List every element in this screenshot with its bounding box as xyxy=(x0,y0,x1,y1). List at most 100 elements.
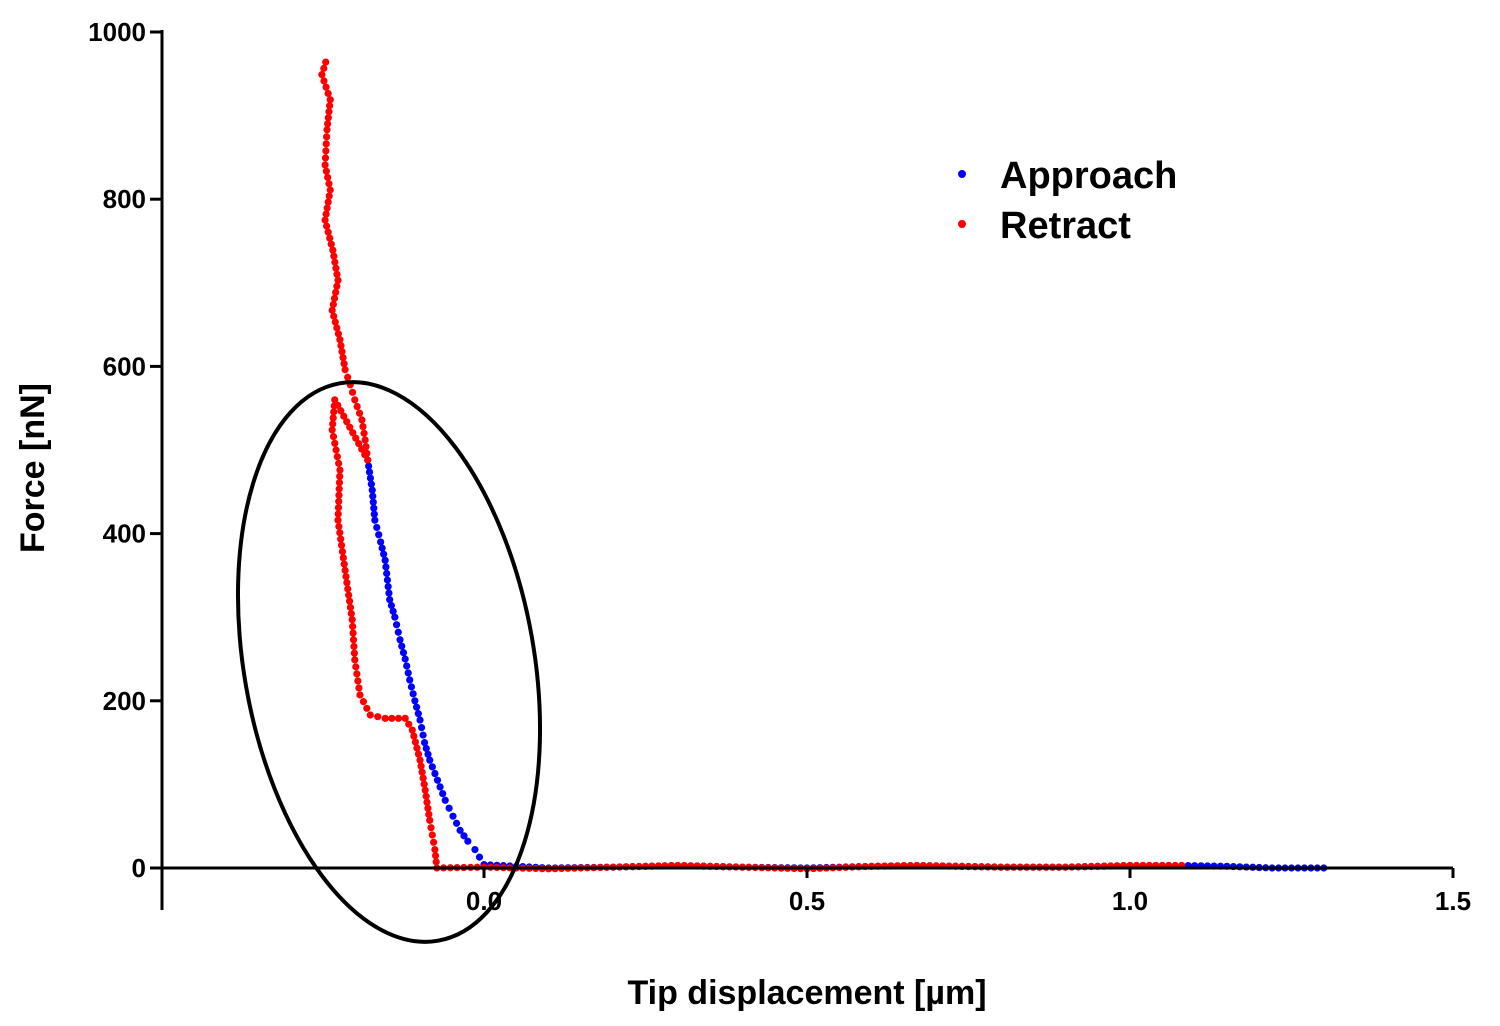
data-point xyxy=(361,450,369,459)
data-point xyxy=(321,161,329,169)
data-point xyxy=(341,566,349,574)
data-point xyxy=(349,622,357,630)
data-point xyxy=(333,270,341,278)
data-point xyxy=(335,479,344,487)
data-point xyxy=(336,336,344,344)
x-ticks: 0.0 0.5 1.0 1.5 xyxy=(466,868,1471,916)
data-point xyxy=(401,714,409,722)
data-point xyxy=(323,133,331,141)
data-point xyxy=(370,504,378,512)
data-point xyxy=(456,826,464,834)
data-point xyxy=(381,714,389,722)
data-point xyxy=(340,360,348,368)
data-point xyxy=(355,409,364,417)
data-point xyxy=(326,234,334,242)
data-point xyxy=(335,491,343,499)
data-point xyxy=(337,342,345,350)
y-tick-label: 600 xyxy=(103,351,146,381)
data-point xyxy=(337,541,346,549)
data-point xyxy=(355,684,363,692)
data-point xyxy=(417,723,426,732)
data-point xyxy=(350,642,358,651)
data-point xyxy=(419,774,427,782)
data-point xyxy=(325,180,333,188)
data-point xyxy=(347,609,355,618)
data-point xyxy=(334,504,343,512)
data-point xyxy=(335,459,343,467)
data-point xyxy=(353,670,361,678)
data-point xyxy=(414,710,422,718)
y-tick-label: 800 xyxy=(103,184,146,214)
data-point xyxy=(323,222,331,230)
data-point xyxy=(424,750,432,758)
data-point xyxy=(337,535,345,543)
data-point xyxy=(346,603,355,611)
data-point xyxy=(349,629,357,637)
data-point xyxy=(409,690,417,698)
data-point xyxy=(329,300,337,308)
data-point xyxy=(471,846,479,854)
data-point xyxy=(336,529,344,537)
data-point xyxy=(344,373,352,381)
data-point xyxy=(333,324,341,332)
data-point xyxy=(349,636,358,644)
data-point xyxy=(426,756,434,764)
x-tick-label: 1.5 xyxy=(1435,886,1471,916)
data-point xyxy=(383,569,391,578)
x-tick-label: 1.0 xyxy=(1112,886,1148,916)
data-point xyxy=(322,147,330,155)
data-point xyxy=(363,704,371,712)
data-point xyxy=(416,716,424,724)
data-point xyxy=(428,763,436,771)
data-point xyxy=(335,485,343,493)
data-point xyxy=(348,616,356,624)
data-point xyxy=(418,768,426,776)
data-point xyxy=(386,596,394,604)
data-point xyxy=(366,711,374,719)
data-point xyxy=(401,655,409,663)
data-point xyxy=(361,436,369,444)
y-axis-title: Force [nN] xyxy=(14,383,52,553)
data-point xyxy=(353,402,361,411)
data-point xyxy=(351,396,359,404)
data-point xyxy=(356,691,364,699)
data-point xyxy=(320,64,328,72)
data-point xyxy=(323,126,331,134)
data-point xyxy=(431,846,439,854)
data-point xyxy=(340,560,348,568)
data-point xyxy=(351,656,359,664)
data-point xyxy=(344,585,352,593)
data-point xyxy=(337,407,345,415)
data-point xyxy=(369,498,377,506)
data-point xyxy=(364,456,372,464)
data-point xyxy=(324,120,332,128)
data-point xyxy=(368,486,376,494)
data-point xyxy=(343,418,351,426)
data-point xyxy=(398,642,406,650)
data-point xyxy=(452,819,461,827)
highlight-ellipse xyxy=(235,380,543,944)
data-point xyxy=(423,798,431,806)
data-point xyxy=(426,816,434,824)
data-point xyxy=(404,669,412,677)
data-point xyxy=(380,550,388,558)
data-point xyxy=(352,434,360,442)
data-point xyxy=(388,714,396,722)
data-point xyxy=(384,582,392,591)
axes xyxy=(160,30,1453,910)
data-point xyxy=(392,621,401,629)
data-point xyxy=(334,330,342,338)
data-point xyxy=(408,726,416,734)
data-point xyxy=(382,563,390,571)
data-point xyxy=(387,601,396,610)
legend: Approach Retract xyxy=(958,155,1177,247)
data-point xyxy=(407,683,416,691)
data-point xyxy=(336,472,344,480)
data-point xyxy=(338,348,346,356)
data-point xyxy=(328,306,336,314)
data-point xyxy=(355,440,363,448)
data-point xyxy=(332,446,340,454)
data-point xyxy=(399,648,408,657)
data-point xyxy=(329,433,338,441)
legend-marker-approach xyxy=(958,170,966,178)
